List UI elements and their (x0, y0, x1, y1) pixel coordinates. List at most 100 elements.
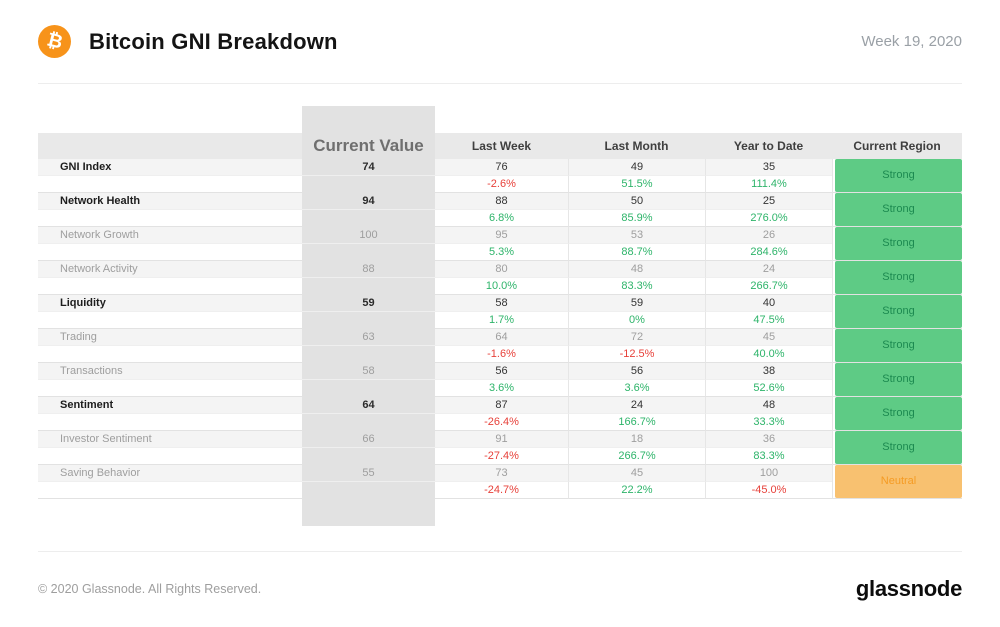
year-to-date-value: 40 (705, 295, 832, 312)
last-week-change: -27.4% (435, 448, 568, 465)
year-to-date-change: 52.6% (705, 380, 832, 397)
last-week-change: -1.6% (435, 346, 568, 363)
region-badge: Strong (835, 328, 962, 362)
year-to-date-change: 266.7% (705, 278, 832, 295)
year-to-date-value: 24 (705, 261, 832, 278)
current-region-cell: Strong (832, 362, 962, 397)
region-badge: Strong (835, 192, 962, 226)
region-badge: Strong (835, 396, 962, 430)
metric-label-spacer (38, 380, 302, 397)
last-week-change: 3.6% (435, 380, 568, 397)
column-header-year-to-date: Year to Date (705, 133, 832, 159)
last-week-value: 76 (435, 159, 568, 176)
last-month-value: 18 (568, 431, 705, 448)
last-month-value: 24 (568, 397, 705, 414)
last-week-value: 73 (435, 465, 568, 482)
last-month-value: 56 (568, 363, 705, 380)
metric-label-spacer (38, 176, 302, 193)
current-region-cell: Strong (832, 328, 962, 363)
current-value-spacer (302, 210, 435, 227)
last-week-value: 91 (435, 431, 568, 448)
last-week-value: 64 (435, 329, 568, 346)
last-month-change: 83.3% (568, 278, 705, 295)
gni-table: Current Value Last Week Last Month Year … (38, 133, 962, 499)
metric-label: Network Activity (38, 261, 302, 278)
region-badge: Neutral (835, 464, 962, 498)
current-value-spacer (302, 312, 435, 329)
last-month-value: 45 (568, 465, 705, 482)
current-value-cell: 74 (302, 159, 435, 176)
report-header: ₿ Bitcoin GNI Breakdown Week 19, 2020 (0, 0, 1000, 84)
current-value-cell: 94 (302, 193, 435, 210)
column-header-metric (38, 133, 302, 159)
column-header-current-region: Current Region (832, 133, 962, 159)
metric-label-spacer (38, 210, 302, 227)
region-badge: Strong (835, 226, 962, 260)
year-to-date-value: 26 (705, 227, 832, 244)
year-to-date-value: 100 (705, 465, 832, 482)
year-to-date-value: 35 (705, 159, 832, 176)
last-month-change: 85.9% (568, 210, 705, 227)
report-footer: © 2020 Glassnode. All Rights Reserved. g… (38, 551, 962, 626)
copyright-text: © 2020 Glassnode. All Rights Reserved. (38, 582, 262, 596)
metric-label: Transactions (38, 363, 302, 380)
current-value-spacer (302, 448, 435, 465)
last-month-change: 22.2% (568, 482, 705, 499)
last-week-change: -2.6% (435, 176, 568, 193)
year-to-date-value: 25 (705, 193, 832, 210)
current-value-cell: 64 (302, 397, 435, 414)
metric-label-spacer (38, 244, 302, 261)
year-to-date-value: 36 (705, 431, 832, 448)
current-value-cell: 63 (302, 329, 435, 346)
gni-table-zone: Current Value Last Week Last Month Year … (38, 106, 962, 526)
region-badge: Strong (835, 294, 962, 328)
metric-label: Trading (38, 329, 302, 346)
current-value-spacer (302, 278, 435, 295)
metric-label: Liquidity (38, 295, 302, 312)
metric-label: Saving Behavior (38, 465, 302, 482)
last-week-change: 6.8% (435, 210, 568, 227)
metric-label-spacer (38, 482, 302, 499)
current-value-cell: 59 (302, 295, 435, 312)
last-week-value: 95 (435, 227, 568, 244)
last-month-change: 88.7% (568, 244, 705, 261)
current-region-cell: Strong (832, 226, 962, 261)
year-to-date-change: 47.5% (705, 312, 832, 329)
column-header-last-month: Last Month (568, 133, 705, 159)
last-month-change: 3.6% (568, 380, 705, 397)
current-value-spacer (302, 380, 435, 397)
metric-label-spacer (38, 448, 302, 465)
current-value-spacer (302, 414, 435, 431)
column-header-current-value: Current Value (313, 136, 424, 155)
current-region-cell: Strong (832, 396, 962, 431)
region-badge: Strong (835, 430, 962, 464)
year-to-date-change: 40.0% (705, 346, 832, 363)
last-month-change: -12.5% (568, 346, 705, 363)
current-value-spacer (302, 346, 435, 363)
year-to-date-change: 111.4% (705, 176, 832, 193)
current-value-spacer (302, 176, 435, 193)
current-region-cell: Strong (832, 260, 962, 295)
current-value-cell: 58 (302, 363, 435, 380)
region-badge: Strong (835, 362, 962, 396)
last-month-change: 0% (568, 312, 705, 329)
metric-label: GNI Index (38, 159, 302, 176)
last-week-value: 88 (435, 193, 568, 210)
current-region-cell: Neutral (832, 464, 962, 499)
last-week-value: 56 (435, 363, 568, 380)
last-week-change: -26.4% (435, 414, 568, 431)
last-month-change: 51.5% (568, 176, 705, 193)
current-value-spacer (302, 482, 435, 499)
glassnode-logo: glassnode (855, 576, 962, 601)
current-value-highlight (302, 106, 435, 526)
current-region-cell: Strong (832, 294, 962, 329)
last-week-change: -24.7% (435, 482, 568, 499)
last-month-change: 266.7% (568, 448, 705, 465)
metric-label: Investor Sentiment (38, 431, 302, 448)
last-month-value: 72 (568, 329, 705, 346)
last-week-change: 1.7% (435, 312, 568, 329)
last-week-change: 5.3% (435, 244, 568, 261)
year-to-date-value: 45 (705, 329, 832, 346)
current-value-spacer (302, 244, 435, 261)
metric-label: Network Growth (38, 227, 302, 244)
